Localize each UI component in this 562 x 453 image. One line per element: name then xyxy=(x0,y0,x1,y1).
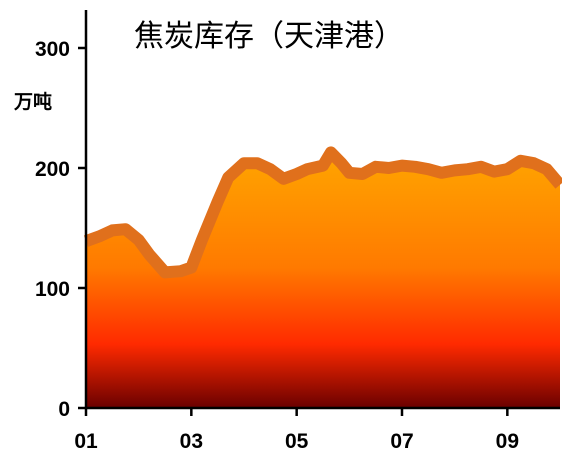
inventory-series-line xyxy=(83,146,562,279)
x-tick-label: 09 xyxy=(496,430,519,453)
x-tick-label: 05 xyxy=(285,430,309,453)
y-axis-unit-label: 万吨 xyxy=(13,90,52,113)
x-tick-label: 07 xyxy=(390,430,413,453)
x-tick-label: 03 xyxy=(180,430,203,453)
area-layer xyxy=(83,146,562,408)
chart-title: 焦炭库存（天津港） xyxy=(134,19,404,54)
y-tick-label: 100 xyxy=(35,278,70,301)
axes xyxy=(78,10,560,416)
y-tick-label: 300 xyxy=(35,38,70,61)
x-tick-label: 01 xyxy=(74,430,98,453)
tick-labels: 0 100 200 300 01 03 05 07 09 xyxy=(35,38,519,453)
y-tick-label: 200 xyxy=(35,158,70,181)
inventory-area-fill xyxy=(86,152,560,408)
y-tick-label: 0 xyxy=(58,398,70,421)
